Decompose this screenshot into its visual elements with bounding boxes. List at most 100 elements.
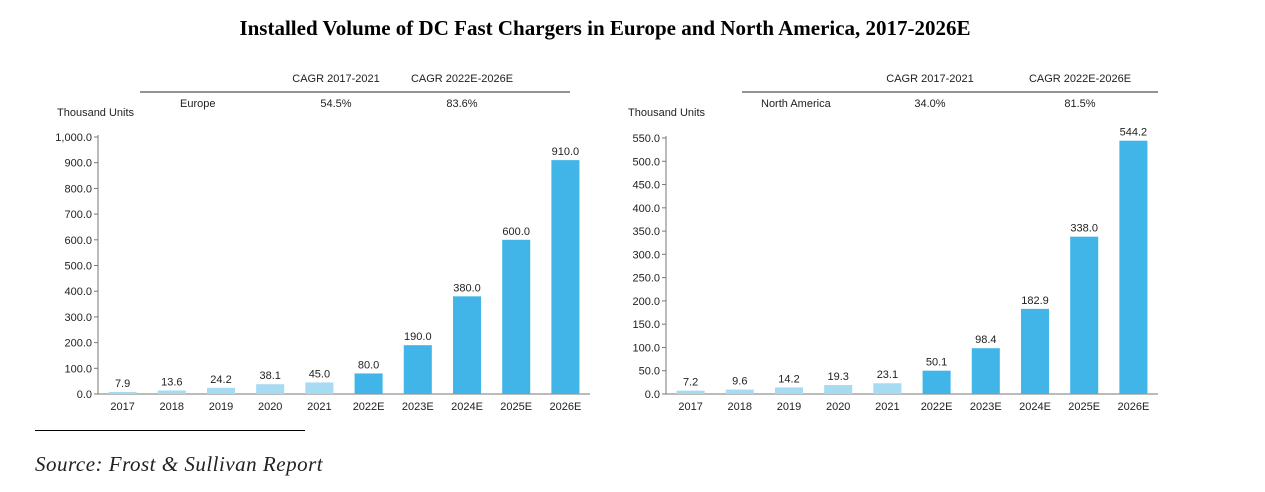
- bar: [206, 387, 236, 394]
- x-tick-label: 2018: [728, 401, 752, 413]
- y-axis-label: Thousand Units: [628, 107, 706, 119]
- data-label: 7.2: [683, 377, 698, 389]
- x-tick-label: 2023E: [402, 401, 434, 413]
- source-divider: [35, 430, 305, 431]
- cagr-header-1: CAGR 2017-2021: [886, 73, 973, 85]
- bar: [256, 384, 285, 394]
- x-tick-label: 2022E: [353, 401, 385, 413]
- north-america-chart: CAGR 2017-2021 CAGR 2022E-2026E North Amer…: [628, 73, 1158, 413]
- bar: [1119, 140, 1148, 394]
- bar: [873, 383, 902, 394]
- x-tick-label: 2019: [209, 401, 233, 413]
- data-label: 80.0: [358, 359, 379, 371]
- data-label: 13.6: [161, 377, 182, 389]
- x-tick-label: 2025E: [500, 401, 532, 413]
- europe-chart: CAGR 2017-2021 CAGR 2022E-2026E Europe 54.5…: [55, 73, 590, 413]
- bar: [354, 373, 383, 394]
- bar: [108, 391, 137, 394]
- bar: [305, 382, 334, 394]
- data-label: 24.2: [210, 374, 231, 386]
- data-label: 50.1: [926, 357, 947, 369]
- data-label: 338.0: [1070, 223, 1098, 235]
- data-label: 910.0: [552, 146, 580, 158]
- bar: [971, 348, 1000, 394]
- x-tick-label: 2026E: [549, 401, 581, 413]
- y-tick-label: 200.0: [64, 338, 92, 350]
- data-label: 380.0: [453, 282, 481, 294]
- y-tick-label: 100.0: [632, 342, 660, 354]
- y-tick-label: 500.0: [632, 156, 660, 168]
- data-label: 7.9: [115, 378, 130, 390]
- bar: [774, 387, 804, 394]
- x-tick-label: 2017: [678, 401, 702, 413]
- data-label: 19.3: [827, 371, 848, 383]
- y-tick-label: 150.0: [632, 319, 660, 331]
- data-label: 45.0: [309, 368, 330, 380]
- bar: [922, 370, 951, 394]
- bar: [725, 389, 754, 394]
- page-title: Installed Volume of DC Fast Chargers in …: [239, 16, 971, 40]
- data-label: 14.2: [778, 373, 799, 385]
- data-label: 9.6: [732, 376, 747, 388]
- x-tick-label: 2024E: [451, 401, 483, 413]
- y-tick-label: 0.0: [77, 389, 92, 401]
- data-label: 182.9: [1021, 295, 1049, 307]
- x-tick-label: 2018: [160, 401, 184, 413]
- x-tick-label: 2020: [826, 401, 850, 413]
- y-tick-label: 0.0: [645, 389, 660, 401]
- x-tick-label: 2019: [777, 401, 801, 413]
- y-tick-label: 600.0: [64, 235, 92, 247]
- bar: [824, 385, 853, 394]
- data-label: 544.2: [1120, 127, 1148, 139]
- y-tick-label: 300.0: [64, 312, 92, 324]
- bar: [1070, 236, 1099, 394]
- cagr-value-1: 34.0%: [914, 98, 945, 110]
- x-tick-label: 2021: [307, 401, 331, 413]
- y-tick-label: 450.0: [632, 180, 660, 192]
- bar: [452, 296, 482, 394]
- region-label: Europe: [180, 98, 215, 110]
- cagr-header-2: CAGR 2022E-2026E: [411, 73, 513, 85]
- y-tick-label: 350.0: [632, 226, 660, 238]
- x-tick-label: 2026E: [1117, 401, 1149, 413]
- y-tick-label: 100.0: [64, 363, 92, 375]
- cagr-value-2: 81.5%: [1064, 98, 1095, 110]
- y-tick-label: 250.0: [632, 273, 660, 285]
- y-tick-label: 800.0: [64, 183, 92, 195]
- y-tick-label: 550.0: [632, 133, 660, 145]
- y-tick-label: 700.0: [64, 209, 92, 221]
- x-tick-label: 2021: [875, 401, 899, 413]
- data-label: 600.0: [502, 226, 530, 238]
- x-tick-label: 2022E: [921, 401, 953, 413]
- y-tick-label: 500.0: [64, 261, 92, 273]
- cagr-header-1: CAGR 2017-2021: [292, 73, 379, 85]
- data-label: 23.1: [877, 369, 898, 381]
- y-tick-label: 400.0: [632, 203, 660, 215]
- cagr-value-1: 54.5%: [320, 98, 351, 110]
- bar: [403, 345, 432, 394]
- cagr-value-2: 83.6%: [446, 98, 477, 110]
- x-tick-label: 2025E: [1068, 401, 1100, 413]
- y-tick-label: 900.0: [64, 158, 92, 170]
- x-tick-label: 2020: [258, 401, 282, 413]
- cagr-header-2: CAGR 2022E-2026E: [1029, 73, 1131, 85]
- data-label: 190.0: [404, 331, 432, 343]
- region-label: North America: [761, 98, 832, 110]
- y-tick-label: 50.0: [639, 366, 660, 378]
- x-tick-label: 2017: [110, 401, 134, 413]
- bar: [676, 390, 705, 394]
- y-tick-label: 400.0: [64, 286, 92, 298]
- bar: [1020, 308, 1050, 394]
- bar: [551, 160, 580, 394]
- y-tick-label: 1,000.0: [55, 132, 92, 144]
- data-label: 38.1: [259, 370, 280, 382]
- y-axis-label: Thousand Units: [57, 107, 135, 119]
- y-tick-label: 200.0: [632, 296, 660, 308]
- source-note: Source: Frost & Sullivan Report: [35, 452, 324, 476]
- x-tick-label: 2023E: [970, 401, 1002, 413]
- bar: [157, 390, 186, 394]
- x-tick-label: 2024E: [1019, 401, 1051, 413]
- y-tick-label: 300.0: [632, 249, 660, 261]
- data-label: 98.4: [975, 334, 996, 346]
- bar: [502, 239, 531, 394]
